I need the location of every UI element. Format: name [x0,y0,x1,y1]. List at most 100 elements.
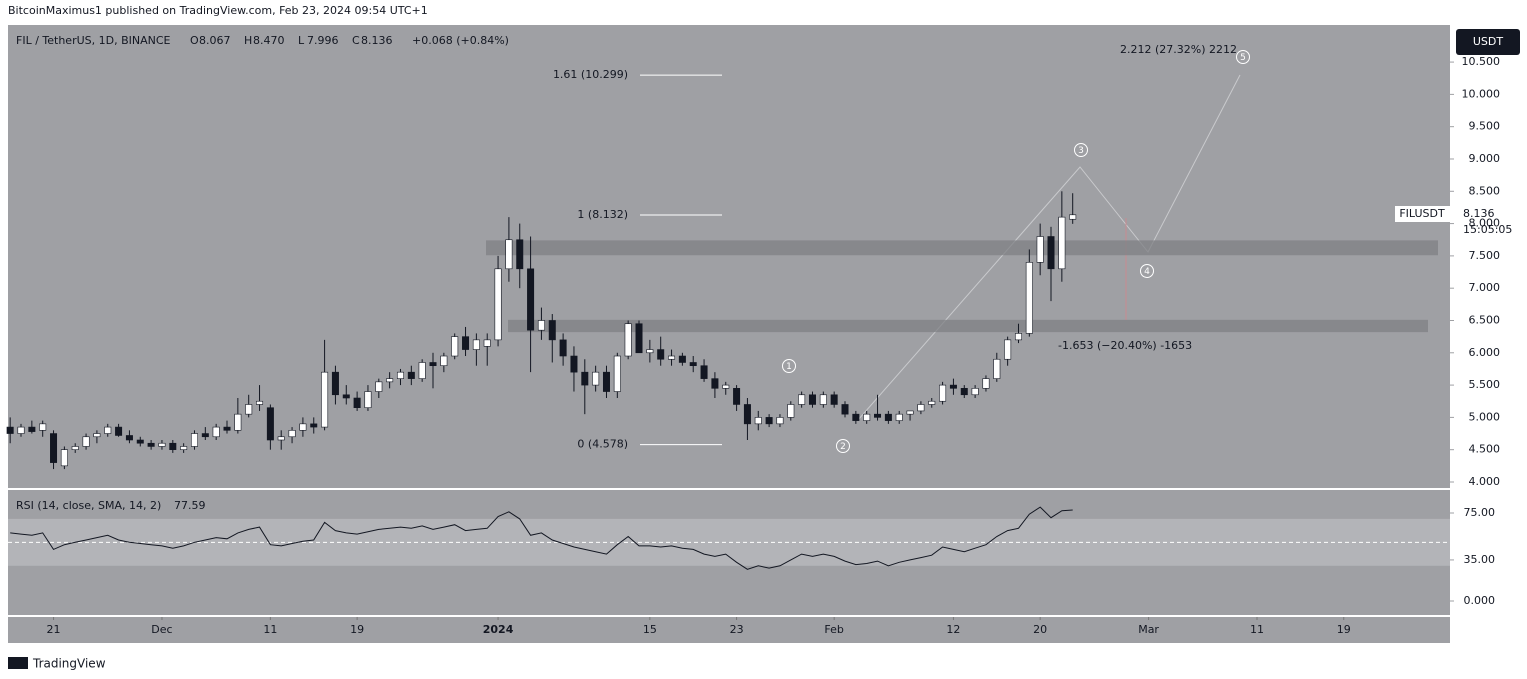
candle-body [711,378,719,389]
logo [8,657,28,669]
measure-up: 2.212 (27.32%) 2212 [1120,43,1237,56]
y-tick-label: 10.000 [1462,87,1501,100]
candle-body [277,436,285,441]
footer: TradingView [32,657,106,671]
candle-body [874,413,882,418]
candle-body [592,371,600,386]
candle-body [6,426,14,434]
price-pane [8,25,1450,488]
legend-key: O [190,34,199,47]
candle-body [1036,236,1044,263]
x-tick-label: 11 [263,623,277,636]
candle-body [50,433,58,463]
candle-body [494,268,502,341]
candle-body [863,413,871,421]
legend-change: +0.068 (+0.84%) [412,34,509,47]
candle-body [125,435,133,441]
candle-body [364,391,372,409]
symbol: FIL / TetherUS, 1D, BINANCE [16,34,171,47]
candle-body [180,446,188,450]
candle-body [321,371,329,428]
rsi-tick-label: 35.00 [1464,553,1496,566]
candle-body [1025,262,1033,334]
ticker: FILUSDT [1399,207,1445,220]
candle-body [939,384,947,402]
candle-body [71,446,79,450]
candle-body [917,404,925,412]
candle-body [689,362,697,367]
measure-down: -1.653 (−20.40%) -1653 [1058,339,1192,352]
candle-body [624,323,632,357]
candle-body [299,423,307,431]
candle-body [310,423,318,428]
x-tick-label: 15 [643,623,657,636]
candle-body [581,371,589,386]
candle-body [678,355,686,363]
candle-body [841,404,849,415]
rsi-line [10,506,1073,570]
candle-body [548,320,556,341]
candle-body [1058,216,1066,270]
candle-body [342,394,350,399]
legend-value: 7.996 [307,34,339,47]
candle-body [949,384,957,389]
candle-body [256,400,264,405]
candle-body [440,355,448,367]
candle-body [906,410,914,415]
zone [486,240,1438,256]
candle-body [245,404,253,415]
candle-body [93,433,101,438]
candle-body [819,394,827,405]
y-tick-label: 5.500 [1469,378,1501,391]
candle-body [353,397,361,409]
candle-body [960,388,968,396]
wave-circle [1074,143,1088,157]
candle-body [39,423,47,431]
y-tick-label: 8.000 [1469,217,1501,230]
candle-body [895,413,903,421]
candle-body [787,404,795,418]
y-tick-label: 5.000 [1469,410,1501,423]
candle-body [1069,214,1077,220]
candle-body [418,362,426,379]
candle-body [559,339,567,357]
candle-body [776,417,784,425]
candle-body [982,378,990,389]
candle-body [516,239,524,270]
legend-value: 8.136 [361,34,393,47]
wave-circle [836,439,850,453]
legend-key: C [352,34,360,47]
candle-body [646,349,654,354]
candle-body [700,365,708,379]
wave-label: 2 [840,442,846,452]
y-tick-label: 4.500 [1469,443,1501,456]
x-tick-label: 11 [1250,623,1264,636]
y-tick-label: 7.000 [1469,281,1501,294]
wave-circle [1140,264,1154,278]
rsi-tick-label: 0.000 [1464,594,1496,607]
candle-body [115,426,123,436]
candle-body [884,413,892,421]
countdown: 15:05:05 [1463,223,1512,236]
time-axis [8,617,1450,643]
wave-label: 3 [1078,146,1084,156]
x-tick-label: Feb [824,623,843,636]
y-tick-label: 7.500 [1469,249,1501,262]
candle-body [17,426,25,434]
fib-label: 1.61 (10.299) [553,68,628,81]
candle-body [570,355,578,373]
x-tick-label: Dec [151,623,172,636]
rsi-value: 77.59 [174,499,206,512]
candle-body [1047,236,1055,270]
candle-body [657,349,665,360]
currency: USDT [1473,35,1504,48]
legend-key: H [244,34,252,47]
x-tick-label: 12 [946,623,960,636]
price-box [1455,206,1523,238]
candle-body [1004,339,1012,360]
candle-body [765,417,773,425]
candle-body [830,394,838,405]
candle-body [1014,333,1022,341]
y-tick-label: 8.500 [1469,184,1501,197]
